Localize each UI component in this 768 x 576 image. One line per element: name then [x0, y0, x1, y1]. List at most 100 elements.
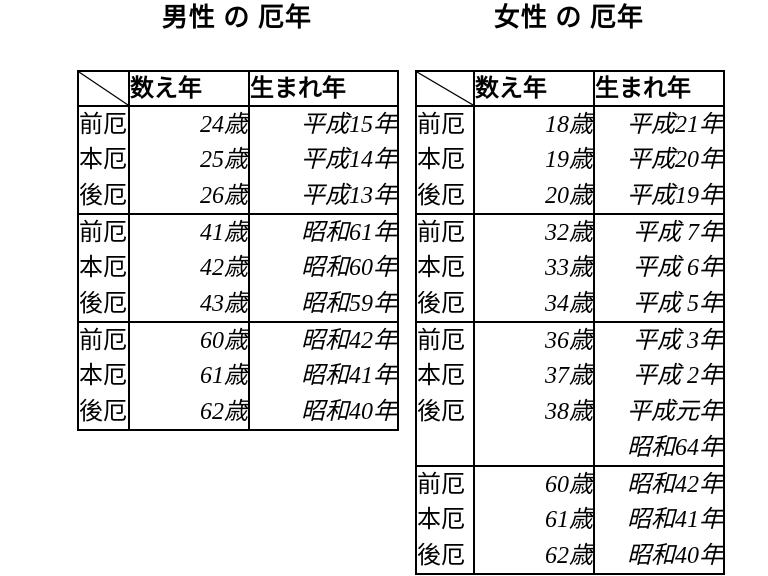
row-label-cell: 前厄	[415, 106, 475, 142]
female-table-title: 女性 の 厄年	[493, 3, 644, 32]
row-label-cell: 本厄	[415, 358, 475, 394]
table-row: 昭和64年	[415, 430, 725, 466]
year-cell: 平成13年	[248, 178, 399, 214]
column-header: 生まれ年	[248, 71, 399, 107]
age-cell: 62歳	[473, 538, 595, 574]
table-row: 前厄 24歳 平成15年	[77, 106, 399, 142]
row-label-cell: 前厄	[77, 106, 130, 142]
column-header: 数え年	[473, 71, 595, 107]
row-group: 前厄 36歳 平成 3年 本厄 37歳 平成 2年 後厄 38歳 平成元年 昭和64年	[415, 322, 725, 466]
row-label-cell: 本厄	[415, 502, 475, 538]
year-cell: 平成 3年	[593, 322, 725, 358]
table-row: 本厄 25歳 平成14年	[77, 142, 399, 178]
row-label-cell: 本厄	[77, 142, 130, 178]
corner-cell	[77, 71, 130, 107]
age-cell: 61歳	[128, 358, 250, 394]
age-cell: 32歳	[473, 214, 595, 250]
male-yakudoshi-table: 数え年 生まれ年 前厄 24歳 平成15年 本厄 25歳 平成14年 後厄 26歳 平成13年 前厄 4…	[77, 70, 399, 431]
year-cell: 昭和61年	[248, 214, 399, 250]
age-cell: 34歳	[473, 286, 595, 322]
corner-cell	[415, 71, 475, 107]
year-cell: 平成19年	[593, 178, 725, 214]
year-cell: 平成 6年	[593, 250, 725, 286]
table-row: 後厄 26歳 平成13年	[77, 178, 399, 214]
age-cell: 26歳	[128, 178, 250, 214]
row-label-cell: 前厄	[415, 214, 475, 250]
age-cell: 62歳	[128, 394, 250, 430]
age-cell: 42歳	[128, 250, 250, 286]
header-row: 数え年 生まれ年	[77, 71, 399, 107]
age-cell: 18歳	[473, 106, 595, 142]
row-label-cell: 前厄	[77, 322, 130, 358]
age-cell: 36歳	[473, 322, 595, 358]
row-label-cell: 本厄	[415, 250, 475, 286]
age-cell	[473, 430, 595, 466]
table-row: 前厄 18歳 平成21年	[415, 106, 725, 142]
age-cell: 37歳	[473, 358, 595, 394]
year-cell: 平成 5年	[593, 286, 725, 322]
row-group: 前厄 60歳 昭和42年 本厄 61歳 昭和41年 後厄 62歳 昭和40年	[415, 466, 725, 574]
row-label-cell: 後厄	[415, 286, 475, 322]
age-cell: 61歳	[473, 502, 595, 538]
age-cell: 60歳	[473, 466, 595, 502]
year-cell: 平成21年	[593, 106, 725, 142]
age-cell: 33歳	[473, 250, 595, 286]
female-yakudoshi-table: 数え年 生まれ年 前厄 18歳 平成21年 本厄 19歳 平成20年 後厄 20歳 平成19年 前厄 3…	[415, 70, 725, 575]
row-label-cell: 後厄	[77, 178, 130, 214]
diagonal-line-icon	[417, 72, 473, 105]
table-row: 後厄 38歳 平成元年	[415, 394, 725, 430]
year-cell: 平成20年	[593, 142, 725, 178]
table-row: 本厄 61歳 昭和41年	[77, 358, 399, 394]
table-row: 本厄 61歳 昭和41年	[415, 502, 725, 538]
table-row: 本厄 37歳 平成 2年	[415, 358, 725, 394]
column-header: 生まれ年	[593, 71, 725, 107]
diagonal-line-icon	[79, 72, 128, 105]
row-label-cell: 後厄	[415, 394, 475, 430]
table-row: 後厄 20歳 平成19年	[415, 178, 725, 214]
table-row: 本厄 33歳 平成 6年	[415, 250, 725, 286]
header-row: 数え年 生まれ年	[415, 71, 725, 107]
age-cell: 25歳	[128, 142, 250, 178]
age-cell: 43歳	[128, 286, 250, 322]
age-cell: 41歳	[128, 214, 250, 250]
row-label-cell: 後厄	[77, 394, 130, 430]
row-group: 前厄 18歳 平成21年 本厄 19歳 平成20年 後厄 20歳 平成19年	[415, 106, 725, 214]
column-header: 数え年	[128, 71, 250, 107]
year-cell: 昭和40年	[248, 394, 399, 430]
male-table-title: 男性 の 厄年	[161, 3, 312, 32]
year-cell: 昭和42年	[248, 322, 399, 358]
year-cell: 平成 7年	[593, 214, 725, 250]
row-group: 前厄 41歳 昭和61年 本厄 42歳 昭和60年 後厄 43歳 昭和59年	[77, 214, 399, 322]
year-cell: 昭和41年	[593, 502, 725, 538]
row-label-cell: 前厄	[77, 214, 130, 250]
year-cell: 昭和40年	[593, 538, 725, 574]
year-cell: 昭和41年	[248, 358, 399, 394]
table-row: 前厄 41歳 昭和61年	[77, 214, 399, 250]
table-row: 後厄 34歳 平成 5年	[415, 286, 725, 322]
year-cell: 平成15年	[248, 106, 399, 142]
row-label-cell: 後厄	[415, 538, 475, 574]
year-cell: 平成14年	[248, 142, 399, 178]
table-row: 本厄 42歳 昭和60年	[77, 250, 399, 286]
year-cell: 昭和42年	[593, 466, 725, 502]
table-row: 後厄 62歳 昭和40年	[77, 394, 399, 430]
age-cell: 38歳	[473, 394, 595, 430]
age-cell: 24歳	[128, 106, 250, 142]
row-group: 前厄 24歳 平成15年 本厄 25歳 平成14年 後厄 26歳 平成13年	[77, 106, 399, 214]
row-label-cell: 本厄	[77, 358, 130, 394]
table-row: 後厄 62歳 昭和40年	[415, 538, 725, 574]
row-label-cell: 後厄	[77, 286, 130, 322]
year-cell: 昭和64年	[593, 430, 725, 466]
row-group: 前厄 60歳 昭和42年 本厄 61歳 昭和41年 後厄 62歳 昭和40年	[77, 322, 399, 430]
table-row: 前厄 60歳 昭和42年	[415, 466, 725, 502]
row-group: 前厄 32歳 平成 7年 本厄 33歳 平成 6年 後厄 34歳 平成 5年	[415, 214, 725, 322]
row-label-cell: 前厄	[415, 322, 475, 358]
row-label-cell: 前厄	[415, 466, 475, 502]
row-label-cell	[415, 430, 475, 466]
age-cell: 60歳	[128, 322, 250, 358]
table-row: 前厄 60歳 昭和42年	[77, 322, 399, 358]
year-cell: 平成元年	[593, 394, 725, 430]
row-label-cell: 本厄	[415, 142, 475, 178]
year-cell: 平成 2年	[593, 358, 725, 394]
